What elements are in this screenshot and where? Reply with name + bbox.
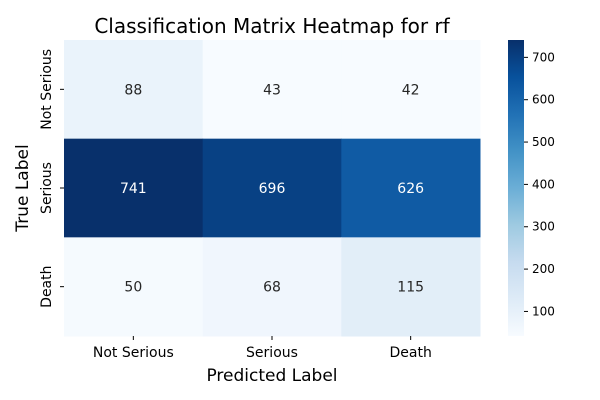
colorbar-tick-label: 300 — [532, 220, 555, 234]
cell-value-label: 115 — [397, 280, 424, 296]
y-tick-label: Serious — [39, 162, 55, 214]
heatmap-cell — [202, 40, 342, 140]
heatmap-cells: 88 43 42 741 696 626 50 68 115 — [64, 40, 481, 337]
y-tick-label: Death — [39, 265, 55, 307]
chart-title: Classification Matrix Heatmap for rf — [94, 14, 450, 38]
cell-value-label: 43 — [263, 82, 281, 98]
colorbar-tick-label: 100 — [532, 304, 555, 318]
cell-value-label: 696 — [259, 181, 286, 197]
colorbar-tick-label: 200 — [532, 262, 555, 276]
x-axis-ticks: Not Serious Serious Death — [93, 336, 432, 361]
heatmap-cell — [64, 237, 204, 337]
cell-value-label: 68 — [263, 280, 281, 296]
colorbar-tick-label: 400 — [532, 177, 555, 191]
cell-value-label: 50 — [124, 280, 142, 296]
x-axis-label: Predicted Label — [206, 366, 337, 386]
colorbar-tick-label: 500 — [532, 135, 555, 149]
heatmap-cell — [64, 138, 204, 238]
heatmap-cell — [341, 138, 481, 238]
cell-value-label: 741 — [120, 181, 147, 197]
colorbar-gradient — [508, 40, 524, 336]
y-axis-ticks: Not Serious Serious Death — [39, 49, 64, 308]
heatmap-cell — [202, 237, 342, 337]
x-tick-label: Death — [389, 345, 431, 361]
colorbar-tick-label: 700 — [532, 50, 555, 64]
colorbar: 100 200 300 400 500 600 700 — [508, 40, 555, 336]
heatmap-cell — [341, 40, 481, 140]
colorbar-ticks: 100 200 300 400 500 600 700 — [524, 50, 555, 318]
x-tick-label: Serious — [246, 345, 298, 361]
y-tick-label: Not Serious — [39, 49, 55, 130]
heatmap-cell — [202, 138, 342, 238]
heatmap-cell — [341, 237, 481, 337]
cell-value-label: 626 — [397, 181, 424, 197]
cell-value-label: 42 — [402, 82, 420, 98]
cell-value-label: 88 — [124, 82, 142, 98]
y-axis-label: True Label — [13, 144, 33, 232]
colorbar-tick-label: 600 — [532, 93, 555, 107]
heatmap-cell — [64, 40, 204, 140]
x-tick-label: Not Serious — [93, 345, 174, 361]
